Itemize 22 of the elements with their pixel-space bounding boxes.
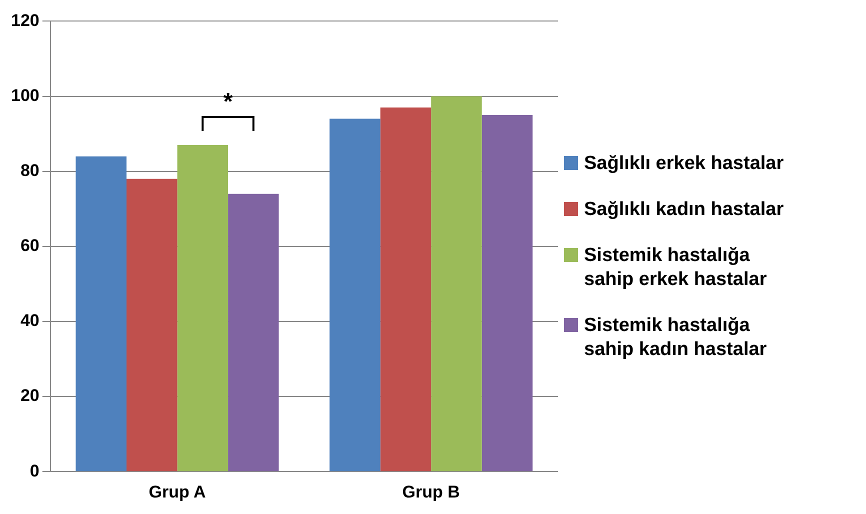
legend-label: Sistemik hastalığa sahip erkek hastalar (584, 244, 768, 292)
x-tick-label: Grup B (402, 482, 460, 502)
y-tick-label: 0 (30, 461, 40, 480)
bar (126, 178, 178, 472)
legend-label: Sağlıklı kadın hastalar (584, 198, 784, 222)
bar (380, 108, 432, 472)
x-tick-label: Grup A (148, 482, 206, 502)
bar (76, 156, 127, 472)
y-tick-label: 60 (20, 236, 40, 256)
legend-label: Sistemik hastalığa sahip kadın hastalar (584, 314, 768, 362)
y-tick-label: 80 (20, 161, 40, 180)
y-tick-label: 100 (10, 86, 40, 105)
y-tick-label: 20 (20, 386, 40, 406)
annotation: * (223, 88, 234, 116)
y-tick-label: 40 (20, 311, 40, 330)
bar (177, 145, 228, 472)
bar (330, 118, 380, 472)
y-tick-label: 120 (10, 10, 40, 30)
bar (482, 115, 533, 472)
legend-label: Sağlıklı erkek hastalar (584, 152, 784, 176)
bar (431, 96, 482, 472)
bar (228, 194, 279, 472)
